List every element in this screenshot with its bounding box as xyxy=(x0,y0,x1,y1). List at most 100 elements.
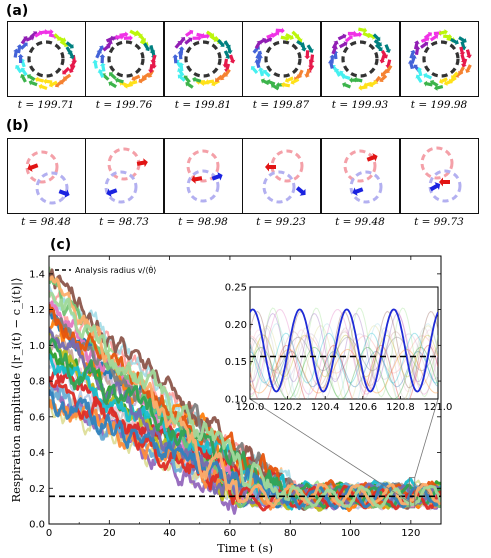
swimmer-arrow xyxy=(68,50,75,60)
panel-a-label: (a) xyxy=(6,3,29,19)
dimer-time-caption: t = 99.23 xyxy=(256,216,306,228)
swimmer-arrow xyxy=(458,36,467,44)
inset-x-tick-label: 120.8 xyxy=(386,402,415,413)
swimmer-arrow xyxy=(255,50,263,60)
dimer-frame-6 xyxy=(400,138,479,214)
panel-b-label: (b) xyxy=(6,118,29,134)
inset-background-series xyxy=(250,308,438,395)
swimmer-arrow xyxy=(413,40,420,50)
swimmer-arrow xyxy=(358,84,368,91)
blue-swimmer-arrow xyxy=(352,187,364,196)
respiration-series xyxy=(49,275,441,508)
swimmer-arrow xyxy=(99,62,106,72)
swarm-time-caption: t = 199.71 xyxy=(17,99,75,111)
swimmer-arrow xyxy=(114,77,124,84)
dimer-frame-4 xyxy=(242,138,321,214)
inset-y-tick-label: 0.25 xyxy=(225,283,247,294)
respiration-series xyxy=(49,389,441,511)
swimmer-arrow xyxy=(415,74,423,84)
inset-background-series xyxy=(250,350,438,388)
blue-swimmer-arrow xyxy=(58,189,70,198)
swimmer-arrow xyxy=(271,30,280,38)
inset-background-series xyxy=(250,344,438,399)
swimmer-arrow xyxy=(57,36,67,43)
red-swimmer-arrow xyxy=(136,158,148,168)
swimmer-arrow xyxy=(438,29,448,35)
swimmer-arrow xyxy=(29,31,38,39)
swimmer-arrow xyxy=(38,83,48,91)
swimmer-arrow xyxy=(373,39,382,47)
swimmer-arrow xyxy=(59,39,69,48)
swimmer-arrow xyxy=(48,80,58,88)
swimmer-arrow xyxy=(263,69,271,78)
swimmer-arrow xyxy=(178,46,185,56)
swimmer-arrow xyxy=(416,67,423,77)
swimmer-arrow xyxy=(338,70,346,80)
swimmer-arrow xyxy=(20,73,27,83)
swimmer-arrow xyxy=(20,67,28,77)
swimmer-arrow xyxy=(14,64,23,74)
dimer-frame-3 xyxy=(164,138,243,214)
swimmer-arrow xyxy=(290,77,300,85)
swarm-frame-4 xyxy=(242,21,321,97)
swimmer-arrow xyxy=(28,79,38,87)
swimmer-arrow xyxy=(353,31,363,38)
swimmer-arrow xyxy=(172,54,179,64)
inset-x-tick-label: 120.6 xyxy=(348,402,377,413)
inset-background-series xyxy=(256,323,438,399)
dimer-snapshot xyxy=(262,149,306,204)
swimmer-arrow xyxy=(344,35,353,43)
swimmer-arrow xyxy=(306,44,314,53)
swimmer-arrow xyxy=(380,49,389,59)
inset-x-tick-label: 120.2 xyxy=(273,402,302,413)
swimmer-arrow xyxy=(423,72,433,80)
dimer-frame-2 xyxy=(85,138,164,214)
swimmer-arrow xyxy=(34,76,44,83)
blue-swimmer-arrow xyxy=(106,188,118,197)
swimmer-arrow xyxy=(423,32,432,40)
swimmer-arrow xyxy=(362,31,372,39)
swarm-frame-5 xyxy=(321,21,400,97)
swimmer-arrow xyxy=(450,38,459,45)
red-swimmer-arrow xyxy=(27,163,39,172)
swarm-time-caption: t = 199.98 xyxy=(410,99,468,111)
swimmer-arrow xyxy=(372,33,381,41)
swimmer-arrow xyxy=(138,76,147,84)
swimmer-arrow xyxy=(65,41,74,49)
swimmer-arrow xyxy=(295,34,303,43)
swarm-snapshot xyxy=(327,27,393,91)
blue-swimmer-arrow xyxy=(211,172,223,181)
y-tick-label: 1.0 xyxy=(29,341,45,352)
swimmer-arrow xyxy=(461,58,468,68)
blue-swimmer-arrow xyxy=(295,186,306,196)
swimmer-arrow xyxy=(97,69,105,79)
swimmer-arrow xyxy=(451,71,459,80)
inset-background-series xyxy=(250,327,438,399)
red-swimmer-arrow xyxy=(191,174,203,184)
swarm-frame-3 xyxy=(164,21,243,97)
swimmer-arrow xyxy=(459,46,466,56)
swimmer-arrow xyxy=(379,54,386,64)
y-tick-label: 1.4 xyxy=(29,269,45,280)
inset-background-series xyxy=(250,312,438,383)
swimmer-arrow xyxy=(200,33,210,40)
swimmer-arrow xyxy=(192,35,202,42)
x-tick-label: 60 xyxy=(224,528,237,539)
swimmer-arrow xyxy=(409,49,416,59)
zoom-box xyxy=(408,477,416,509)
zoom-connector xyxy=(249,398,410,503)
swimmer-arrow xyxy=(229,54,236,64)
swimmer-arrow xyxy=(410,54,417,64)
swimmer-arrow xyxy=(367,32,377,40)
inset-background-series xyxy=(250,332,438,384)
y-tick-label: 1.2 xyxy=(29,305,45,316)
swimmer-arrow xyxy=(19,42,28,50)
swimmer-arrow xyxy=(129,29,138,37)
swimmer-arrow xyxy=(97,45,105,55)
x-tick-label: 100 xyxy=(341,528,360,539)
inset-background-series xyxy=(250,334,438,378)
swarm-snapshot xyxy=(172,29,236,89)
dimer-frame-1 xyxy=(7,138,86,214)
dimer-time-caption: t = 98.48 xyxy=(21,216,71,228)
swimmer-arrow xyxy=(280,81,291,88)
